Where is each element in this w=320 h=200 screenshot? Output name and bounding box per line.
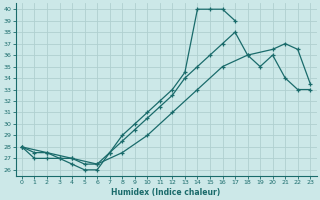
X-axis label: Humidex (Indice chaleur): Humidex (Indice chaleur) xyxy=(111,188,221,197)
